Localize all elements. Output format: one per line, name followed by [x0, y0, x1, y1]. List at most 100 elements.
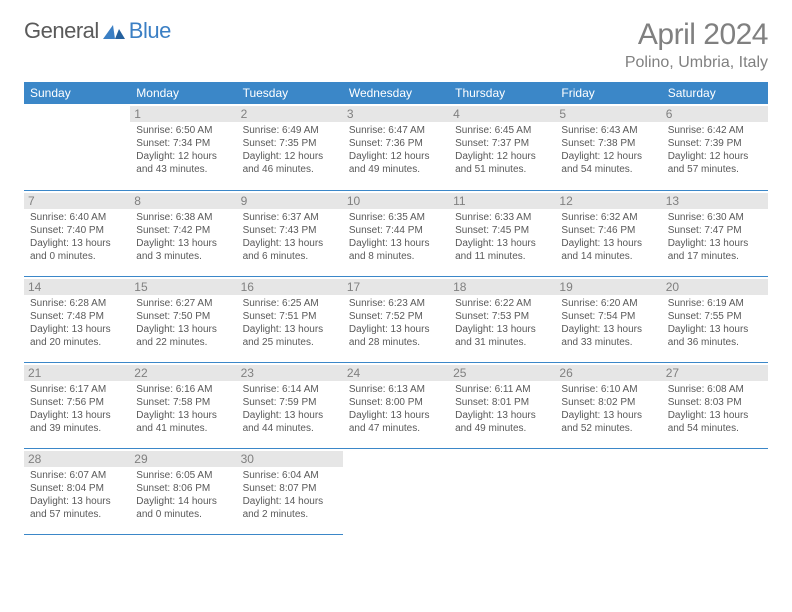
day-details: Sunrise: 6:42 AMSunset: 7:39 PMDaylight:… [668, 124, 762, 176]
detail-line: Daylight: 13 hours and 36 minutes. [668, 323, 762, 349]
day-details: Sunrise: 6:32 AMSunset: 7:46 PMDaylight:… [561, 211, 655, 263]
day-number: 19 [555, 279, 661, 295]
day-details: Sunrise: 6:27 AMSunset: 7:50 PMDaylight:… [136, 297, 230, 349]
day-details: Sunrise: 6:35 AMSunset: 7:44 PMDaylight:… [349, 211, 443, 263]
day-cell: 24 Sunrise: 6:13 AMSunset: 8:00 PMDayligh… [343, 362, 449, 448]
day-details: Sunrise: 6:05 AMSunset: 8:06 PMDaylight:… [136, 469, 230, 521]
week-row: 21Sunrise: 6:17 AMSunset: 7:56 PMDayligh… [24, 362, 768, 448]
day-cell [662, 448, 768, 534]
day-number: 3 [343, 106, 449, 122]
detail-line: Sunrise: 6:38 AM [136, 211, 230, 224]
day-details: Sunrise: 6:22 AMSunset: 7:53 PMDaylight:… [455, 297, 549, 349]
day-number: 28 [24, 451, 130, 467]
detail-line: Sunset: 7:37 PM [455, 137, 549, 150]
detail-line: Sunset: 7:38 PM [561, 137, 655, 150]
detail-line: Daylight: 12 hours and 54 minutes. [561, 150, 655, 176]
calendar-header: SundayMondayTuesdayWednesdayThursdayFrid… [24, 82, 768, 104]
detail-line: Sunrise: 6:04 AM [243, 469, 337, 482]
detail-line: Sunset: 7:44 PM [349, 224, 443, 237]
detail-line: Daylight: 12 hours and 49 minutes. [349, 150, 443, 176]
dayname-3: Wednesday [343, 82, 449, 104]
day-number: 15 [130, 279, 236, 295]
day-cell: 19 Sunrise: 6:20 AMSunset: 7:54 PMDayligh… [555, 276, 661, 362]
day-cell: 21Sunrise: 6:17 AMSunset: 7:56 PMDayligh… [24, 362, 130, 448]
week-row: 14Sunrise: 6:28 AMSunset: 7:48 PMDayligh… [24, 276, 768, 362]
day-cell: 8Sunrise: 6:38 AMSunset: 7:42 PMDaylight… [130, 190, 236, 276]
day-details: Sunrise: 6:10 AMSunset: 8:02 PMDaylight:… [561, 383, 655, 435]
logo-word1: General [24, 18, 99, 44]
detail-line: Daylight: 13 hours and 25 minutes. [243, 323, 337, 349]
day-cell: 18 Sunrise: 6:22 AMSunset: 7:53 PMDayligh… [449, 276, 555, 362]
day-cell: 29Sunrise: 6:05 AMSunset: 8:06 PMDayligh… [130, 448, 236, 534]
detail-line: Sunrise: 6:05 AM [136, 469, 230, 482]
detail-line: Sunrise: 6:49 AM [243, 124, 337, 137]
detail-line: Sunrise: 6:37 AM [243, 211, 337, 224]
detail-line: Sunset: 7:51 PM [243, 310, 337, 323]
day-details: Sunrise: 6:20 AMSunset: 7:54 PMDaylight:… [561, 297, 655, 349]
week-row: 28Sunrise: 6:07 AMSunset: 8:04 PMDayligh… [24, 448, 768, 534]
dayname-0: Sunday [24, 82, 130, 104]
detail-line: Sunrise: 6:35 AM [349, 211, 443, 224]
detail-line: Sunset: 8:00 PM [349, 396, 443, 409]
day-cell: 14Sunrise: 6:28 AMSunset: 7:48 PMDayligh… [24, 276, 130, 362]
detail-line: Daylight: 13 hours and 3 minutes. [136, 237, 230, 263]
day-cell: 4Sunrise: 6:45 AMSunset: 7:37 PMDaylight… [449, 104, 555, 190]
detail-line: Sunset: 7:55 PM [668, 310, 762, 323]
detail-line: Sunrise: 6:20 AM [561, 297, 655, 310]
day-details: Sunrise: 6:13 AMSunset: 8:00 PMDaylight:… [349, 383, 443, 435]
page-title: April 2024 [625, 18, 768, 52]
day-number: 22 [130, 365, 236, 381]
day-number: 8 [130, 193, 236, 209]
detail-line: Sunrise: 6:40 AM [30, 211, 124, 224]
detail-line: Sunrise: 6:25 AM [243, 297, 337, 310]
day-details: Sunrise: 6:17 AMSunset: 7:56 PMDaylight:… [30, 383, 124, 435]
day-cell: 1Sunrise: 6:50 AMSunset: 7:34 PMDaylight… [130, 104, 236, 190]
detail-line: Sunrise: 6:27 AM [136, 297, 230, 310]
detail-line: Sunset: 7:52 PM [349, 310, 443, 323]
detail-line: Daylight: 13 hours and 54 minutes. [668, 409, 762, 435]
detail-line: Sunset: 7:43 PM [243, 224, 337, 237]
day-number: 18 [449, 279, 555, 295]
day-number: 24 [343, 365, 449, 381]
day-cell: 15 Sunrise: 6:27 AMSunset: 7:50 PMDayligh… [130, 276, 236, 362]
detail-line: Sunrise: 6:42 AM [668, 124, 762, 137]
day-details: Sunrise: 6:47 AMSunset: 7:36 PMDaylight:… [349, 124, 443, 176]
day-number: 10 [343, 193, 449, 209]
day-cell: 11Sunrise: 6:33 AMSunset: 7:45 PMDayligh… [449, 190, 555, 276]
detail-line: Sunrise: 6:14 AM [243, 383, 337, 396]
detail-line: Sunset: 7:59 PM [243, 396, 337, 409]
day-number: 7 [24, 193, 130, 209]
day-number: 17 [343, 279, 449, 295]
detail-line: Sunrise: 6:23 AM [349, 297, 443, 310]
detail-line: Daylight: 13 hours and 47 minutes. [349, 409, 443, 435]
detail-line: Sunrise: 6:28 AM [30, 297, 124, 310]
detail-line: Sunset: 7:47 PM [668, 224, 762, 237]
logo-mark-icon [103, 23, 125, 39]
detail-line: Daylight: 13 hours and 6 minutes. [243, 237, 337, 263]
day-details: Sunrise: 6:33 AMSunset: 7:45 PMDaylight:… [455, 211, 549, 263]
title-block: April 2024 Polino, Umbria, Italy [625, 18, 768, 72]
detail-line: Daylight: 13 hours and 14 minutes. [561, 237, 655, 263]
detail-line: Daylight: 13 hours and 0 minutes. [30, 237, 124, 263]
detail-line: Daylight: 13 hours and 28 minutes. [349, 323, 443, 349]
day-cell: 3 Sunrise: 6:47 AMSunset: 7:36 PMDaylight… [343, 104, 449, 190]
day-number: 30 [237, 451, 343, 467]
day-cell: 6Sunrise: 6:42 AMSunset: 7:39 PMDaylight… [662, 104, 768, 190]
detail-line: Sunrise: 6:13 AM [349, 383, 443, 396]
day-cell: 7Sunrise: 6:40 AMSunset: 7:40 PMDaylight… [24, 190, 130, 276]
detail-line: Sunrise: 6:33 AM [455, 211, 549, 224]
location: Polino, Umbria, Italy [625, 54, 768, 72]
detail-line: Sunset: 7:50 PM [136, 310, 230, 323]
detail-line: Daylight: 13 hours and 20 minutes. [30, 323, 124, 349]
day-details: Sunrise: 6:16 AMSunset: 7:58 PMDaylight:… [136, 383, 230, 435]
day-details: Sunrise: 6:50 AMSunset: 7:34 PMDaylight:… [136, 124, 230, 176]
day-details: Sunrise: 6:19 AMSunset: 7:55 PMDaylight:… [668, 297, 762, 349]
detail-line: Sunset: 7:48 PM [30, 310, 124, 323]
detail-line: Sunrise: 6:11 AM [455, 383, 549, 396]
day-number: 12 [555, 193, 661, 209]
detail-line: Daylight: 13 hours and 49 minutes. [455, 409, 549, 435]
detail-line: Sunrise: 6:17 AM [30, 383, 124, 396]
day-cell [449, 448, 555, 534]
day-cell [555, 448, 661, 534]
day-cell: 2Sunrise: 6:49 AMSunset: 7:35 PMDaylight… [237, 104, 343, 190]
